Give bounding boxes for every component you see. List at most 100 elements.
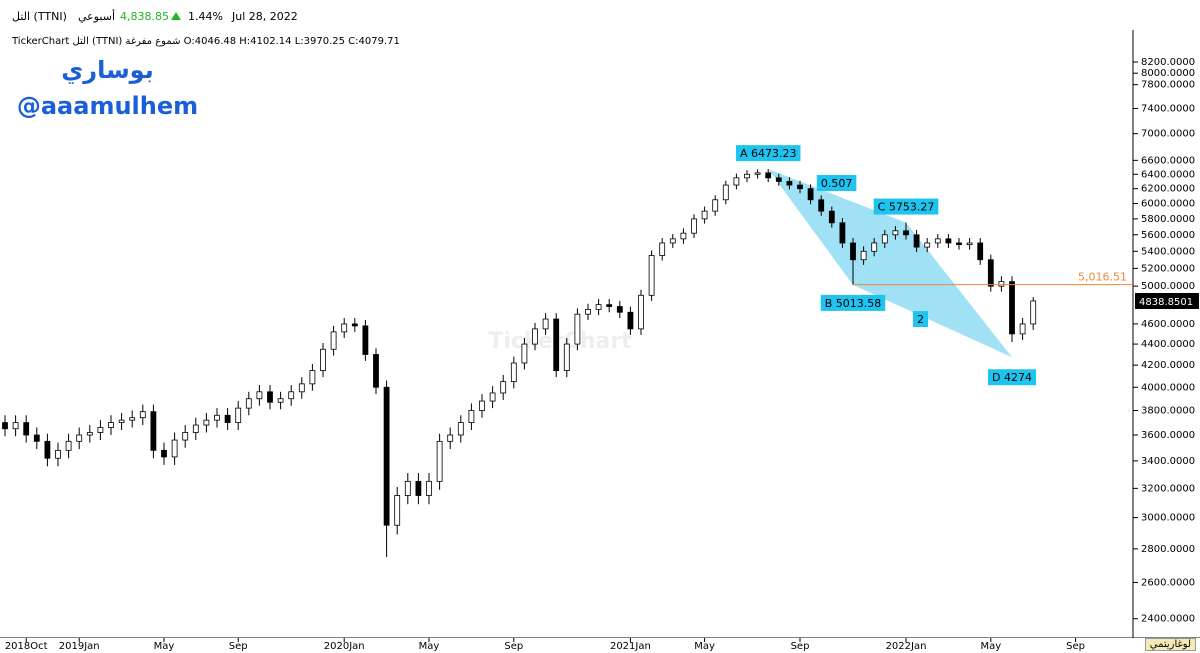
candle-body [171, 439, 178, 458]
log-button[interactable]: لوغاريتمي [1144, 638, 1196, 651]
pattern-point-label-box [873, 198, 939, 215]
y-tick-label: 7400.0000 [1141, 104, 1195, 115]
y-tick-label: 8200.0000 [1141, 57, 1195, 68]
candle-body [383, 386, 390, 526]
y-tick-label: 2400.0000 [1141, 614, 1195, 625]
candle-body [712, 199, 719, 212]
candle-body [192, 424, 199, 433]
candle-body [55, 449, 61, 459]
candle-body [924, 242, 931, 248]
pattern-fill [768, 169, 906, 285]
y-tick-label: 6200.0000 [1141, 184, 1195, 195]
candle-body [277, 398, 284, 403]
candle-body [754, 172, 761, 175]
candle-body [987, 259, 994, 287]
pattern-point-label: B 5013.58 [820, 294, 886, 311]
y-tick-label: 5000.0000 [1141, 281, 1195, 292]
candle-body [479, 400, 485, 411]
candle-body [807, 188, 814, 201]
candle-body [214, 414, 220, 421]
pattern-ratio: 2 [913, 311, 928, 328]
date: Jul 28, 2022 [232, 10, 298, 23]
candle-body [839, 222, 846, 244]
candle-body [341, 323, 348, 333]
pattern-point-label-box [820, 294, 886, 311]
candle-body [542, 318, 549, 330]
x-tick-label: May [154, 641, 175, 652]
candle-body [86, 432, 93, 436]
y-tick-label: 5400.0000 [1141, 246, 1195, 257]
y-tick-label: 5600.0000 [1141, 230, 1195, 241]
pattern-point-label: D 4274 [988, 369, 1036, 386]
candle-body [521, 343, 528, 364]
candle-body [76, 434, 83, 442]
candle-body [44, 440, 51, 459]
candle-body [298, 383, 305, 393]
candle-body [828, 210, 835, 224]
candle-body [362, 325, 369, 355]
candle-body [945, 238, 952, 244]
y-tick-label: 7000.0000 [1141, 129, 1195, 140]
y-tick-label: 3200.0000 [1141, 483, 1195, 494]
y-tick-label: 4600.0000 [1141, 319, 1195, 330]
candle-body [669, 238, 676, 244]
candle-body [23, 422, 30, 436]
y-tick-label: 3600.0000 [1141, 430, 1195, 441]
y-tick-label: 3800.0000 [1141, 405, 1195, 416]
x-tick-label: Sep [791, 641, 810, 652]
candle-body [860, 250, 867, 261]
candle-body [818, 199, 825, 212]
pattern-ratio-box [913, 311, 928, 328]
candle-body [394, 495, 401, 526]
candle-body [457, 422, 464, 436]
y-tick-label: 6400.0000 [1141, 169, 1195, 180]
candle-body [351, 323, 358, 327]
pattern-point-label: A 6473.23 [735, 145, 801, 162]
change: 1.44% [188, 10, 223, 23]
candle-body [436, 440, 443, 482]
candle-body [966, 242, 973, 246]
x-tick-label: 2020Jan [324, 641, 365, 652]
candle-body [659, 242, 666, 256]
candle-body [691, 218, 697, 234]
x-tick-label: Sep [1066, 641, 1085, 652]
x-tick-label: May [980, 641, 1001, 652]
pattern-point-label-text: D 4274 [992, 371, 1032, 384]
y-tick-label: 5800.0000 [1141, 214, 1195, 225]
pattern-point-label-text: C 5753.27 [878, 201, 935, 214]
y-tick-label: 3400.0000 [1141, 456, 1195, 467]
candle-body [977, 242, 984, 261]
candle-body [256, 391, 263, 400]
candle-body [892, 230, 899, 236]
candle-body [161, 449, 167, 458]
pattern-point-label-text: B 5013.58 [825, 297, 882, 310]
y-tick-label: 4000.0000 [1141, 382, 1195, 393]
x-tick-label: 2022Jan [886, 641, 927, 652]
pattern-point-label-box [735, 145, 801, 162]
x-tick-label: 2018Oct [5, 641, 48, 652]
candle-body [489, 392, 496, 402]
pattern-point-label-box [988, 369, 1036, 386]
candle-body [468, 410, 475, 423]
candle-body [426, 480, 432, 496]
pattern-ratio-text: 0.507 [821, 177, 853, 190]
candle-body [765, 172, 772, 179]
candle-body [1030, 300, 1037, 325]
pattern-point-label: C 5753.27 [873, 198, 939, 215]
candle-body [913, 234, 920, 248]
candle-body [97, 427, 104, 433]
candle-body [139, 411, 146, 419]
candle-body [648, 255, 655, 296]
candle-body [680, 232, 687, 240]
candle-body [373, 354, 379, 388]
candle-body [1019, 323, 1026, 335]
candle-body [182, 432, 189, 441]
x-tick-label: Sep [504, 641, 523, 652]
candle-body [12, 422, 19, 430]
last-price-box [1135, 292, 1199, 309]
y-tick-label: 3000.0000 [1141, 513, 1195, 524]
pattern-point-label-text: A 6473.23 [740, 147, 797, 160]
candle-body [956, 242, 962, 246]
pattern-fill [853, 222, 1012, 358]
